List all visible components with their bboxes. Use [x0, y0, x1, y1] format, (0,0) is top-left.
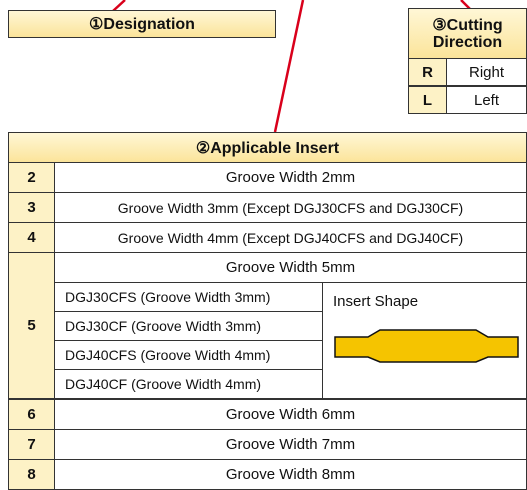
- row-description: Groove Width 4mm (Except DGJ40CFS and DG…: [54, 222, 527, 253]
- row-number: 5: [8, 252, 55, 399]
- shape-cell: Insert Shape: [322, 282, 527, 399]
- row-description: Groove Width 7mm: [54, 429, 527, 460]
- pointer-line: [460, 0, 471, 10]
- row-description: Groove Width 6mm: [54, 399, 527, 430]
- row-description: Groove Width 2mm: [54, 162, 527, 193]
- model-cell: DGJ40CFS (Groove Width 4mm): [54, 340, 323, 370]
- row-number: 3: [8, 192, 55, 223]
- row-number: 7: [8, 429, 55, 460]
- pointer-line: [273, 0, 305, 133]
- shape-label: Insert Shape: [333, 293, 419, 310]
- insert-header: ②Applicable Insert: [8, 132, 527, 163]
- row-number: 6: [8, 399, 55, 430]
- direction-code: L: [408, 86, 447, 114]
- model-cell: DGJ30CFS (Groove Width 3mm): [54, 282, 323, 312]
- model-cell: DGJ40CF (Groove Width 4mm): [54, 369, 323, 399]
- row-description: Groove Width 8mm: [54, 459, 527, 490]
- model-cell: DGJ30CF (Groove Width 3mm): [54, 311, 323, 341]
- pointer-line: [112, 0, 126, 12]
- direction-label: Right: [446, 58, 527, 86]
- row-number: 8: [8, 459, 55, 490]
- direction-code: R: [408, 58, 447, 86]
- row-description: Groove Width 5mm: [54, 252, 527, 283]
- row-number: 4: [8, 222, 55, 253]
- row-number: 2: [8, 162, 55, 193]
- designation-box: ①Designation: [8, 10, 276, 38]
- direction-label: Left: [446, 86, 527, 114]
- cutting-header: ③Cutting Direction: [408, 8, 527, 59]
- row-description: Groove Width 3mm (Except DGJ30CFS and DG…: [54, 192, 527, 223]
